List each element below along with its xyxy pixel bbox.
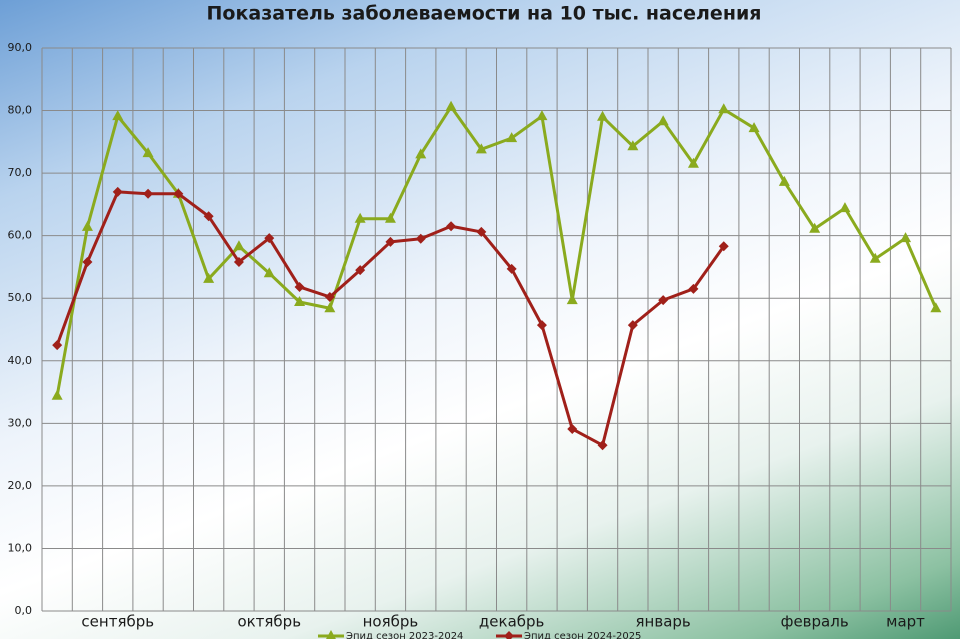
chart-title: Показатель заболеваемости на 10 тыс. нас… bbox=[207, 3, 762, 25]
x-tick-label: февраль bbox=[781, 613, 849, 631]
marker bbox=[504, 631, 514, 639]
marker bbox=[142, 147, 154, 158]
marker bbox=[82, 256, 93, 267]
marker bbox=[326, 630, 336, 639]
marker bbox=[778, 175, 790, 186]
marker bbox=[324, 291, 335, 302]
marker bbox=[173, 188, 184, 199]
marker bbox=[143, 188, 154, 199]
marker bbox=[203, 211, 214, 222]
y-tick-label: 30,0 bbox=[8, 416, 33, 429]
marker bbox=[445, 100, 457, 111]
marker bbox=[415, 233, 426, 244]
marker bbox=[627, 140, 639, 151]
marker bbox=[536, 110, 548, 121]
marker bbox=[385, 236, 396, 247]
x-tick-label: сентябрь bbox=[81, 613, 154, 631]
y-tick-label: 80,0 bbox=[8, 104, 33, 117]
marker bbox=[294, 281, 305, 292]
marker bbox=[51, 389, 63, 400]
marker bbox=[748, 122, 760, 133]
marker bbox=[355, 265, 366, 276]
y-tick-label: 10,0 bbox=[8, 541, 33, 554]
y-tick-label: 90,0 bbox=[8, 41, 33, 54]
x-tick-label: март bbox=[886, 613, 925, 631]
marker bbox=[476, 226, 487, 237]
marker bbox=[384, 212, 396, 223]
marker bbox=[264, 233, 275, 244]
marker bbox=[506, 132, 518, 143]
marker bbox=[536, 320, 547, 331]
marker bbox=[567, 423, 578, 434]
marker bbox=[354, 212, 366, 223]
y-tick-label: 70,0 bbox=[8, 166, 33, 179]
x-tick-label: январь bbox=[636, 613, 691, 631]
marker bbox=[415, 148, 427, 159]
marker bbox=[657, 115, 669, 126]
marker bbox=[233, 256, 244, 267]
marker bbox=[506, 263, 517, 274]
x-tick-label: октябрь bbox=[237, 613, 301, 631]
marker bbox=[112, 110, 124, 121]
series-line bbox=[55, 190, 725, 447]
legend-label: Эпид сезон 2024-2025 bbox=[524, 631, 641, 639]
y-tick-label: 0,0 bbox=[15, 604, 33, 617]
marker bbox=[324, 302, 336, 313]
series-line bbox=[55, 105, 938, 397]
marker bbox=[839, 202, 851, 213]
marker bbox=[81, 220, 93, 231]
marker bbox=[203, 272, 215, 283]
marker bbox=[597, 440, 608, 451]
marker bbox=[869, 252, 881, 263]
marker bbox=[52, 340, 63, 351]
marker bbox=[687, 157, 699, 168]
legend-label: Эпид сезон 2023-2024 bbox=[346, 631, 463, 639]
marker bbox=[475, 143, 487, 154]
marker bbox=[809, 222, 821, 233]
y-tick-label: 60,0 bbox=[8, 229, 33, 242]
marker bbox=[688, 283, 699, 294]
marker bbox=[597, 110, 609, 121]
x-tick-label: декабрь bbox=[479, 613, 544, 631]
y-tick-label: 40,0 bbox=[8, 354, 33, 367]
x-tick-label: ноябрь bbox=[363, 613, 419, 631]
marker bbox=[566, 294, 578, 305]
marker bbox=[658, 295, 669, 306]
marker bbox=[112, 186, 123, 197]
y-tick-label: 50,0 bbox=[8, 291, 33, 304]
marker bbox=[233, 240, 245, 251]
marker bbox=[900, 232, 912, 243]
y-tick-label: 20,0 bbox=[8, 479, 33, 492]
marker bbox=[263, 267, 275, 278]
marker bbox=[718, 103, 730, 114]
marker bbox=[294, 295, 306, 306]
marker bbox=[718, 241, 729, 252]
marker bbox=[627, 320, 638, 331]
marker bbox=[930, 302, 942, 313]
marker bbox=[446, 221, 457, 232]
